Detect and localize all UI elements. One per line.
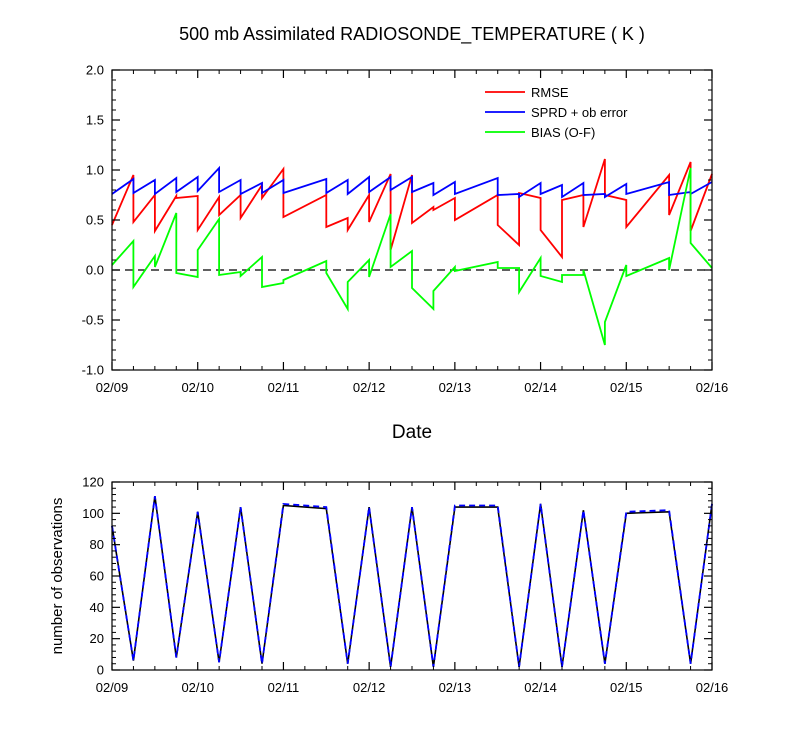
top-x-tick-label: 02/11 (268, 380, 300, 395)
top-x-tick-label: 02/16 (696, 380, 729, 395)
top-x-tick-label: 02/10 (181, 380, 214, 395)
top-x-tick-label: 02/15 (610, 380, 643, 395)
series-line-bias-o-f (111, 167, 713, 346)
bottom-x-tick-label: 02/12 (353, 680, 386, 695)
bottom-x-tick-label: 02/15 (610, 680, 643, 695)
bottom-y-tick-label: 80 (90, 537, 104, 552)
bottom-y-tick-label: 40 (90, 600, 104, 615)
bottom-x-tick-label: 02/11 (268, 680, 300, 695)
series-line-sprd-ob-error (111, 165, 713, 199)
bottom-y-tick-label: 120 (82, 475, 104, 490)
legend-label-sprd: SPRD + ob error (531, 105, 628, 120)
top-x-tick-label: 02/09 (96, 380, 129, 395)
series-line-observations-dashed (111, 495, 713, 668)
top-x-axis-label: Date (392, 422, 432, 443)
bottom-x-tick-label: 02/14 (524, 680, 557, 695)
top-y-tick-label: 0.0 (86, 263, 104, 278)
bottom-tick-labels-group: 02/09 02/10 02/11 02/12 02/13 02/14 02/15 02/16… (82, 475, 728, 696)
bottom-y-axis-label: number of observations (49, 498, 66, 655)
top-series-group (111, 158, 713, 346)
bottom-x-tick-label: 02/10 (181, 680, 214, 695)
top-x-tick-label: 02/14 (524, 380, 557, 395)
bottom-y-tick-label: 100 (82, 506, 104, 521)
bottom-y-tick-label: 60 (90, 569, 104, 584)
bottom-x-tick-label: 02/09 (96, 680, 129, 695)
top-chart: 02/09 02/10 02/11 02/12 02/13 02/14 02/15 02/16… (82, 63, 729, 444)
legend-label-rmse: RMSE (531, 85, 569, 100)
top-ticks-group (111, 69, 713, 371)
top-y-tick-label: 0.5 (86, 213, 104, 228)
top-x-tick-label: 02/12 (353, 380, 386, 395)
series-line-rmse (111, 158, 713, 260)
legend-label-bias: BIAS (O-F) (531, 125, 595, 140)
top-tick-labels-group: 02/09 02/10 02/11 02/12 02/13 02/14 02/15 02/16… (82, 63, 729, 396)
bottom-x-tick-label: 02/13 (439, 680, 472, 695)
top-y-tick-label: 1.0 (86, 163, 104, 178)
top-y-tick-label: 1.5 (86, 113, 104, 128)
bottom-chart: 02/09 02/10 02/11 02/12 02/13 02/14 02/15 02/16… (49, 475, 728, 696)
bottom-y-tick-label: 20 (90, 631, 104, 646)
bottom-ticks-group (111, 481, 713, 671)
chart-title: 500 mb Assimilated RADIOSONDE_TEMPERATUR… (179, 24, 645, 45)
legend: RMSE SPRD + ob error BIAS (O-F) (485, 85, 628, 140)
series-line-observations (111, 495, 713, 668)
bottom-series-group (111, 495, 713, 668)
top-y-tick-label: -1.0 (82, 363, 104, 378)
top-y-tick-label: 2.0 (86, 63, 104, 78)
bottom-y-tick-label: 0 (97, 663, 104, 678)
top-y-tick-label: -0.5 (82, 313, 104, 328)
top-x-tick-label: 02/13 (439, 380, 472, 395)
bottom-x-tick-label: 02/16 (696, 680, 729, 695)
